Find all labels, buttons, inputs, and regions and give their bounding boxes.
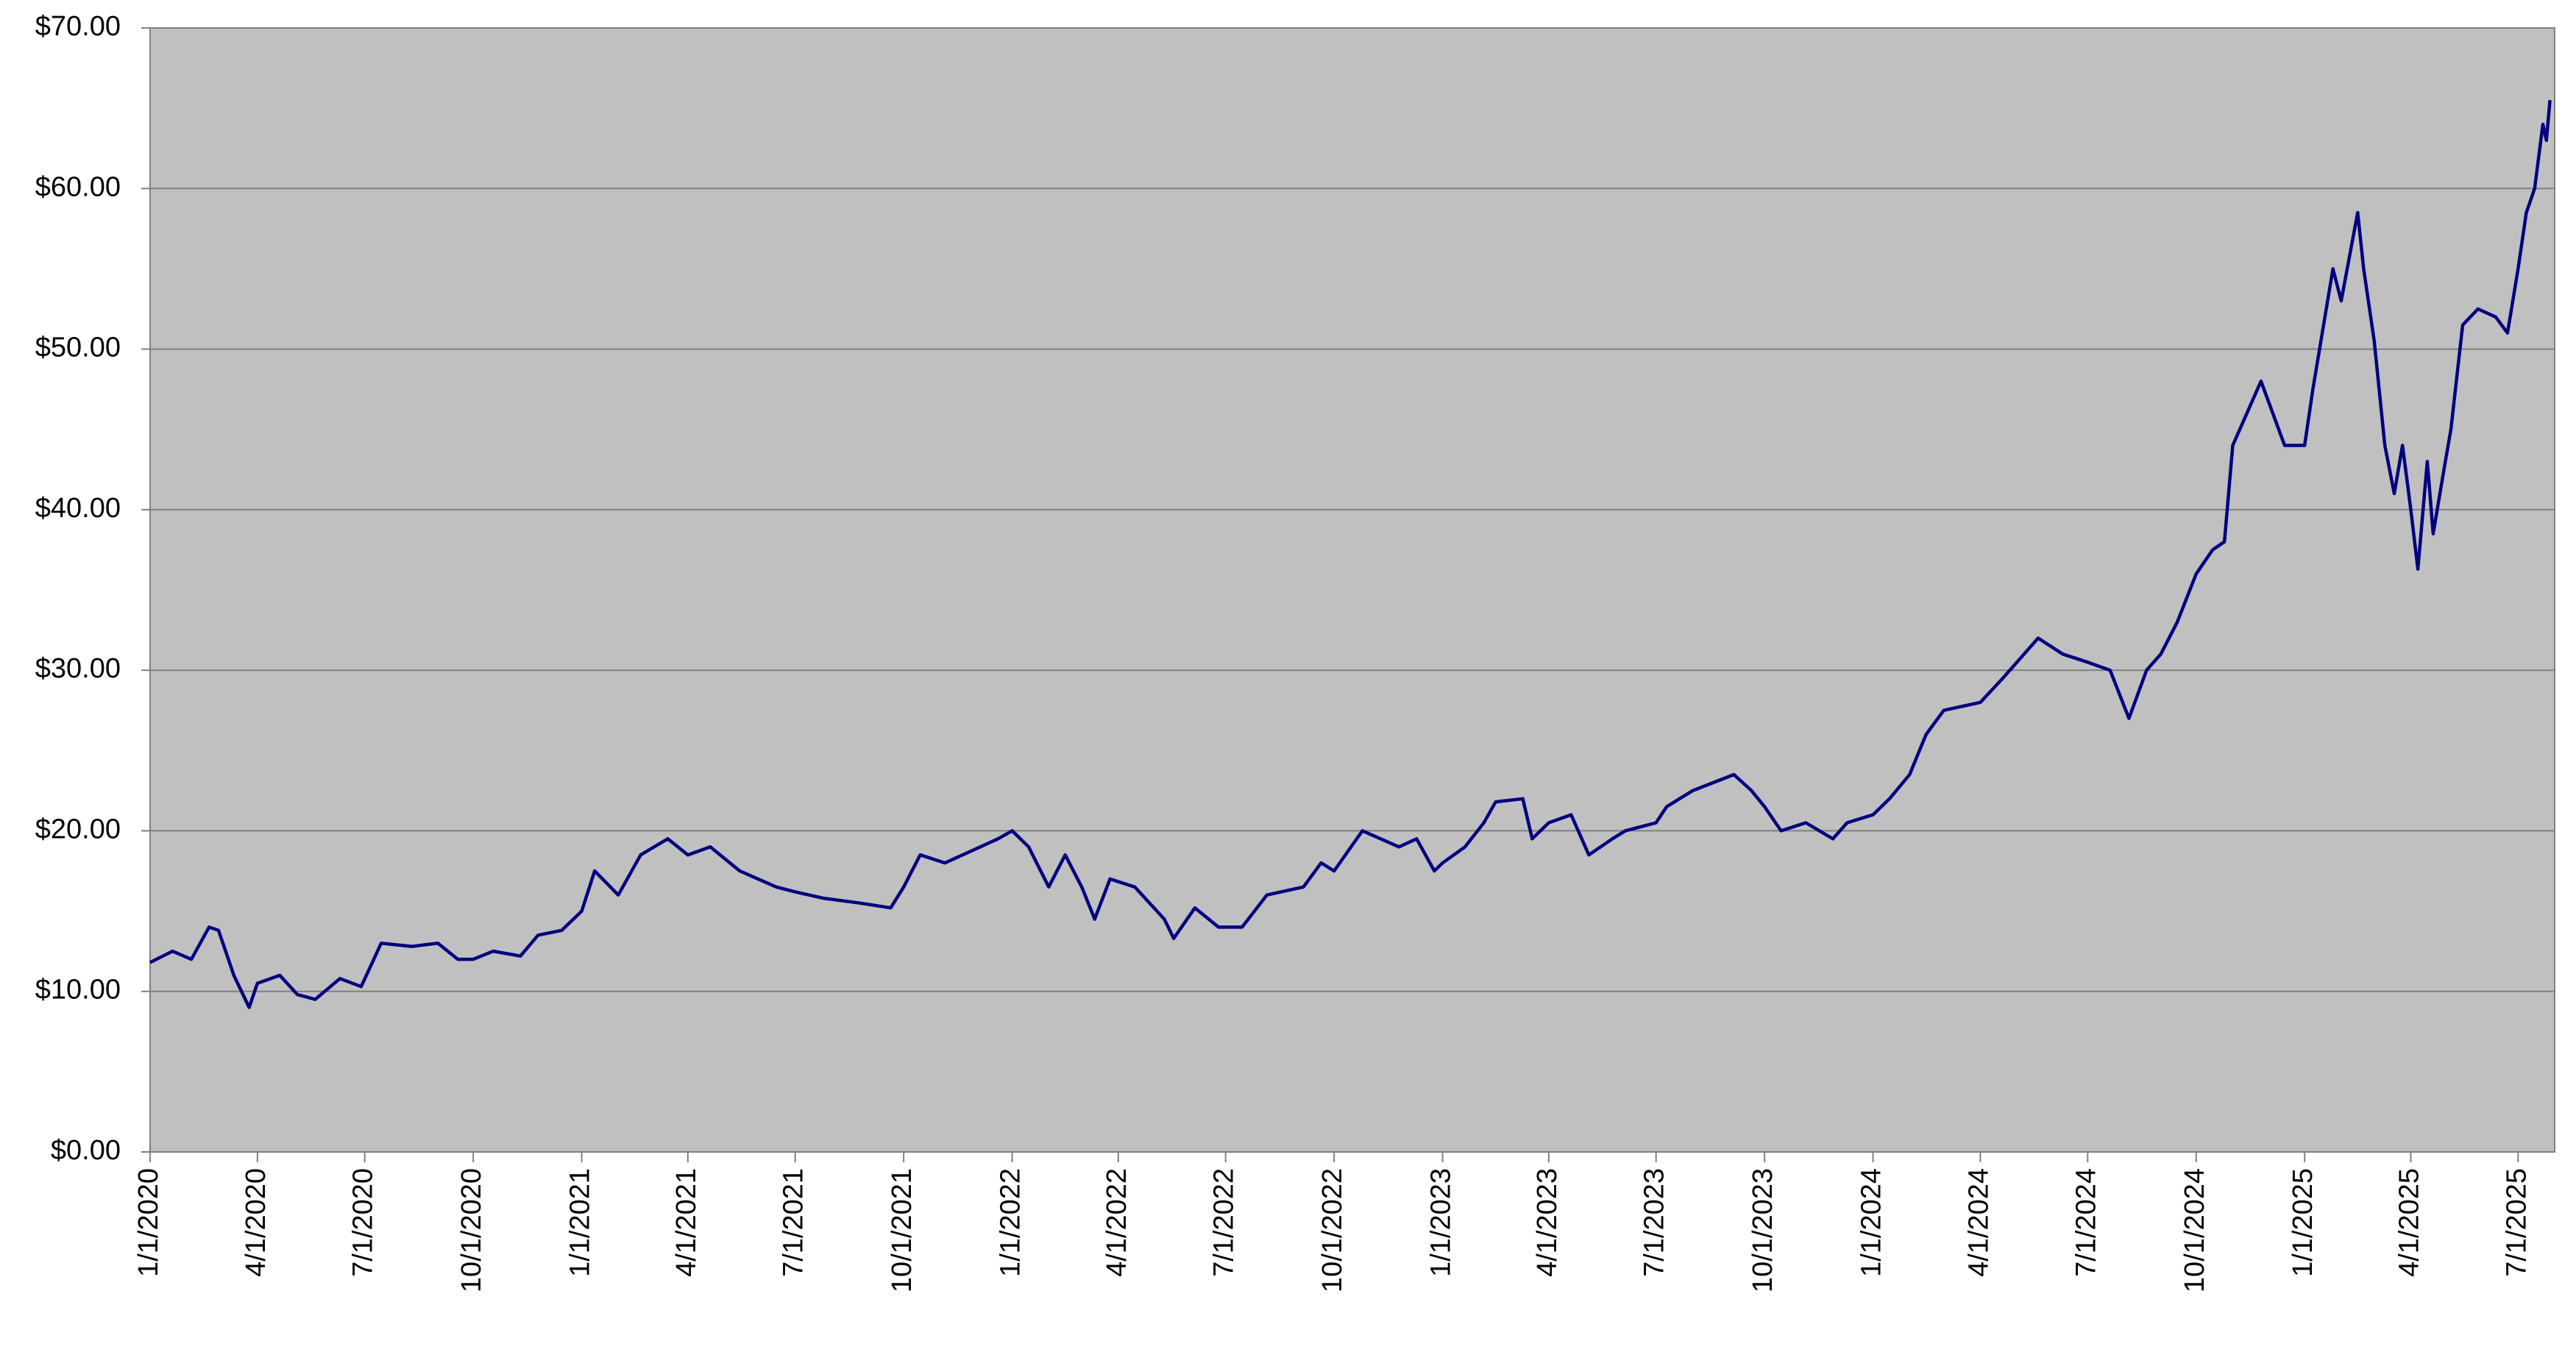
x-tick-label: 1/1/2021 [565,1168,596,1277]
y-tick-label: $20.00 [35,814,121,844]
x-tick-label: 4/1/2020 [241,1168,272,1277]
y-tick-label: $0.00 [51,1135,121,1166]
x-tick-label: 10/1/2022 [1317,1168,1348,1292]
x-tick-label: 10/1/2024 [2179,1168,2210,1292]
x-tick-label: 1/1/2020 [133,1168,164,1277]
x-tick-label: 1/1/2024 [1856,1168,1887,1277]
y-tick-label: $70.00 [35,11,121,42]
x-tick-label: 7/1/2025 [2501,1168,2532,1277]
y-tick-label: $40.00 [35,493,121,524]
x-tick-label: 7/1/2023 [1639,1168,1670,1277]
price-line [149,100,2552,1009]
x-tick-label: 1/1/2025 [2288,1168,2318,1277]
x-tick-label: 7/1/2021 [778,1168,809,1277]
x-tick-label: 7/1/2022 [1209,1168,1240,1277]
x-tick-label: 10/1/2023 [1748,1168,1778,1292]
y-tick-label: $50.00 [35,332,121,363]
y-tick-label: $60.00 [35,171,121,202]
y-tick-label: $10.00 [35,975,121,1006]
x-tick-label: 1/1/2022 [996,1168,1026,1277]
x-tick-label: 4/1/2023 [1532,1168,1563,1277]
x-tick-label: 10/1/2021 [887,1168,918,1292]
x-tick-label: 1/1/2023 [1426,1168,1457,1277]
x-tick-label: 4/1/2022 [1101,1168,1132,1277]
x-tick-label: 7/1/2020 [348,1168,379,1277]
y-tick-label: $30.00 [35,653,121,684]
x-tick-label: 10/1/2020 [456,1168,487,1292]
x-tick-label: 4/1/2025 [2394,1168,2424,1277]
x-tick-label: 4/1/2024 [1963,1168,1994,1277]
x-tick-label: 4/1/2021 [671,1168,702,1277]
x-tick-label: 7/1/2024 [2071,1168,2101,1277]
plot-area [149,27,2555,1153]
